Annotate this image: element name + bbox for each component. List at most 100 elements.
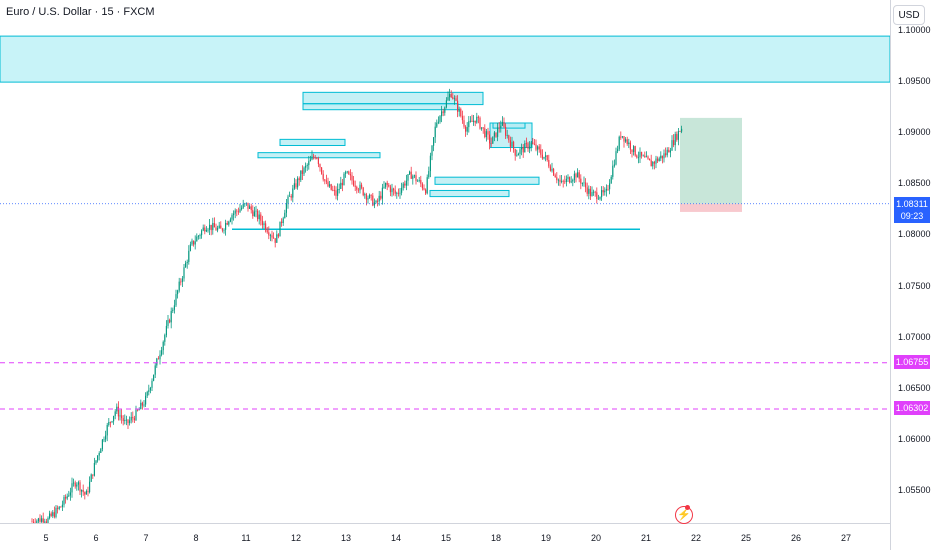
candle-body: [519, 149, 521, 154]
candle-body: [609, 183, 611, 190]
candle-body: [607, 188, 609, 190]
candle-body: [642, 155, 644, 157]
candle-body: [586, 187, 588, 194]
candle-body: [66, 496, 68, 499]
candle-body: [484, 128, 486, 138]
candle-body: [183, 267, 185, 279]
candle-body: [452, 97, 454, 99]
candle-body: [469, 120, 471, 122]
candle-body: [585, 182, 587, 188]
candle-body: [345, 172, 347, 174]
candle-body: [653, 161, 655, 164]
candle-body: [461, 116, 463, 121]
candle-body: [81, 489, 83, 492]
candle-body: [60, 506, 62, 508]
candle-body: [530, 142, 532, 147]
candle-body: [650, 160, 652, 167]
candle-body: [207, 229, 209, 231]
candle-body: [95, 460, 97, 464]
candle-body: [68, 495, 70, 497]
candle-body: [471, 120, 473, 122]
supply-zone[interactable]: [0, 35, 890, 83]
candle-body: [204, 227, 206, 232]
candle-body: [231, 215, 233, 220]
long-position-target[interactable]: [680, 117, 742, 204]
candle-body: [233, 213, 235, 216]
candle-body: [85, 491, 87, 495]
candle-body: [538, 146, 540, 150]
candle-body: [634, 146, 636, 156]
candle-body: [330, 184, 332, 190]
candle-body: [671, 140, 673, 151]
candle-body: [365, 194, 367, 200]
candle-body: [57, 507, 59, 509]
candle-body: [588, 188, 590, 194]
time-tick-label: 14: [390, 533, 401, 543]
candle-body: [532, 142, 534, 144]
price-chart[interactable]: [0, 0, 890, 523]
order-block[interactable]: [302, 103, 459, 111]
candle-body: [361, 184, 363, 188]
time-tick-label: 13: [340, 533, 351, 543]
candle-body: [58, 506, 60, 509]
order-block[interactable]: [492, 122, 526, 129]
candle-body: [148, 390, 150, 392]
candle-body: [261, 220, 263, 226]
candle-body: [473, 120, 475, 122]
candle-body: [514, 149, 516, 156]
candle-body: [343, 173, 345, 186]
candle-body: [562, 180, 564, 182]
candle-body: [329, 184, 331, 187]
candle-body: [546, 155, 548, 161]
candle-body: [132, 416, 134, 419]
candle-body: [274, 238, 276, 243]
order-block[interactable]: [429, 189, 510, 198]
candle-body: [284, 212, 286, 219]
candle-body: [413, 175, 415, 177]
candle-body: [109, 421, 111, 423]
candle-body: [273, 237, 275, 239]
candle-body: [181, 278, 183, 282]
candle-body: [105, 435, 107, 440]
time-tick-label: 26: [790, 533, 801, 543]
symbol-title[interactable]: Euro / U.S. Dollar · 15 · FXCM: [6, 6, 155, 18]
candle-body: [402, 183, 404, 188]
last-price-tag: 1.08311 09:23: [894, 197, 930, 223]
long-position-stop[interactable]: [680, 203, 742, 212]
order-block[interactable]: [257, 152, 381, 159]
candle-body: [257, 210, 259, 220]
currency-button[interactable]: USD: [893, 5, 925, 25]
candle-body: [404, 183, 406, 186]
candle-body: [497, 127, 499, 137]
candle-body: [116, 406, 118, 412]
candle-body: [511, 141, 513, 147]
candle-body: [277, 234, 279, 237]
price-tick-label: 1.06500: [898, 382, 931, 393]
candle-body: [455, 98, 457, 101]
candle-body: [389, 186, 391, 193]
candle-body: [306, 165, 308, 166]
candle-body: [445, 100, 447, 108]
candle-body: [242, 204, 244, 208]
lightning-icon[interactable]: ⚡: [675, 506, 693, 524]
candle-body: [101, 439, 103, 449]
candle-body: [529, 146, 531, 149]
candle-body: [197, 235, 199, 237]
candle-body: [370, 194, 372, 196]
order-block[interactable]: [434, 176, 540, 185]
candle-body: [399, 192, 401, 194]
candle-body: [594, 191, 596, 193]
candle-body: [649, 158, 651, 161]
candle-body: [164, 335, 166, 342]
candle-body: [298, 178, 300, 181]
candle-body: [178, 281, 180, 291]
candle-body: [53, 512, 55, 517]
candle-body: [447, 97, 449, 101]
order-block[interactable]: [279, 138, 346, 146]
candle-body: [429, 155, 431, 172]
candle-body: [84, 492, 86, 495]
drawings-layer: [0, 35, 890, 231]
candle-body: [537, 146, 539, 150]
candle-body: [281, 221, 283, 224]
candle-body: [565, 178, 567, 183]
